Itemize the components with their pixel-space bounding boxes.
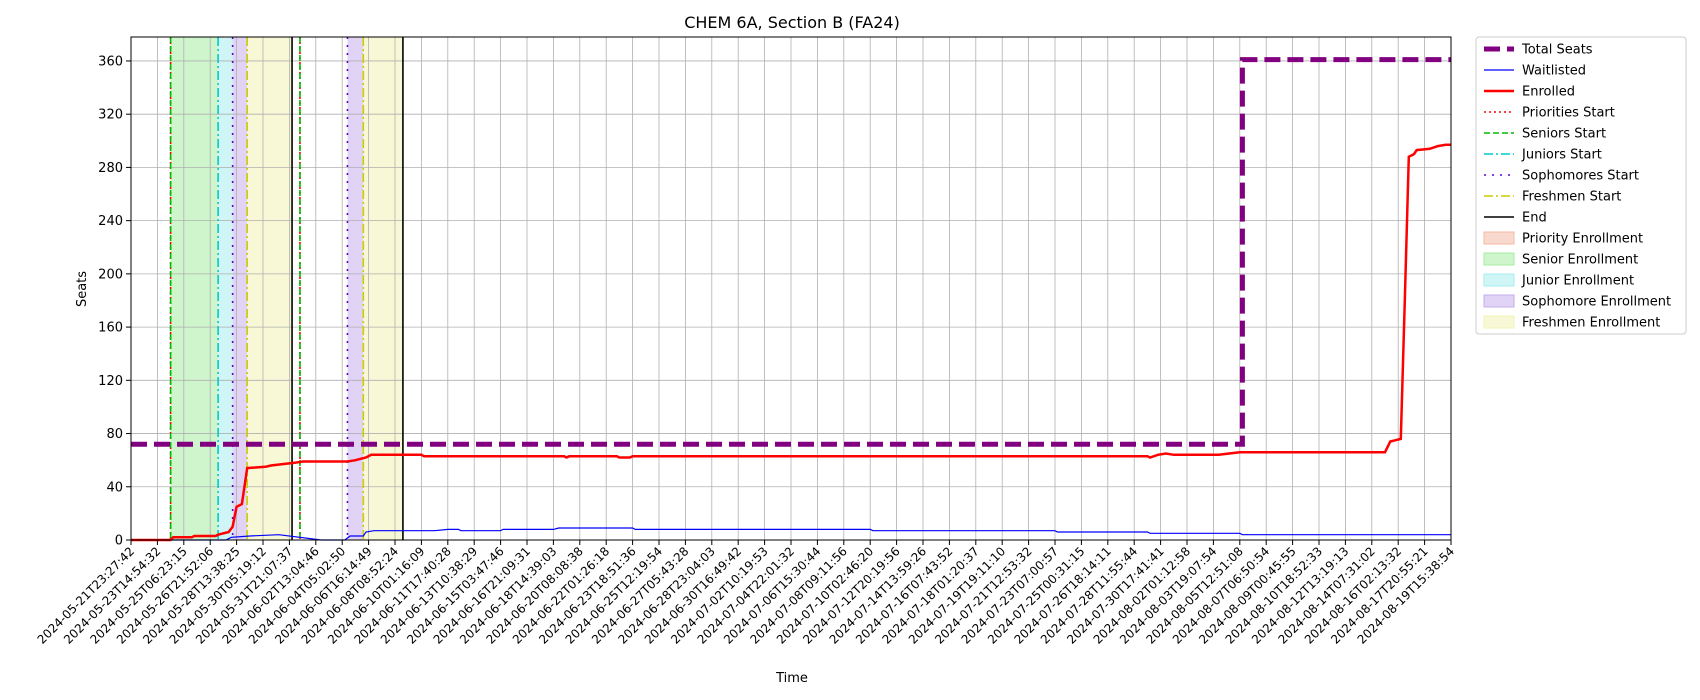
y-axis-label: Seats — [75, 271, 90, 307]
span-freshmen-enrollment — [247, 37, 293, 540]
span-sophomore-enrollment — [347, 37, 364, 540]
chart-title: CHEM 6A, Section B (FA24) — [684, 13, 900, 32]
y-tick-label: 320 — [98, 108, 123, 123]
legend-label-enrolled: Enrolled — [1522, 85, 1575, 100]
y-axis-ticks: 0 40 80 120 160 200 240 280 320 360 — [98, 54, 131, 549]
span-sophomore-enrollment — [232, 37, 248, 540]
legend-swatch-senior-enrollment — [1483, 252, 1515, 266]
legend-swatch-priority-enrollment — [1483, 231, 1515, 245]
legend-label-freshmen-start: Freshmen Start — [1522, 190, 1621, 205]
legend-label-sophomores-start: Sophomores Start — [1522, 169, 1639, 184]
legend-label-freshmen-enrollment: Freshmen Enrollment — [1522, 316, 1660, 331]
x-axis-label: Time — [775, 671, 808, 686]
y-tick-label: 120 — [98, 374, 123, 389]
y-tick-label: 40 — [106, 480, 123, 495]
legend-frame — [1475, 36, 1687, 335]
legend-swatch-junior-enrollment — [1483, 273, 1515, 287]
legend-label-priorities-start: Priorities Start — [1522, 106, 1615, 121]
legend-label-priority-enrollment: Priority Enrollment — [1522, 232, 1643, 247]
legend-label-sophomore-enrollment: Sophomore Enrollment — [1522, 295, 1671, 310]
legend-label-junior-enrollment: Junior Enrollment — [1521, 274, 1634, 289]
y-tick-label: 160 — [98, 321, 123, 336]
legend-label-juniors-start: Juniors Start — [1521, 148, 1602, 163]
y-tick-label: 360 — [98, 54, 123, 69]
span-freshmen-enrollment — [363, 37, 403, 540]
series-total-seats — [131, 57, 1451, 447]
legend-label-waitlisted: Waitlisted — [1522, 64, 1586, 79]
legend-swatch-sophomore-enrollment — [1483, 294, 1515, 308]
legend-label-seniors-start: Seniors Start — [1522, 127, 1606, 142]
y-tick-label: 280 — [98, 161, 123, 176]
phase-start-lines — [169, 37, 404, 540]
legend-items: Total Seats Waitlisted Enrolled Priorities … — [1483, 43, 1671, 331]
series-enrolled — [131, 143, 1451, 542]
legend-label-end: End — [1522, 211, 1547, 226]
span-junior-enrollment — [218, 37, 233, 540]
legend: Total Seats Waitlisted Enrolled Priorities … — [1475, 36, 1687, 335]
y-tick-label: 240 — [98, 214, 123, 229]
x-axis-ticks: 2024-05-21T23:27:422024-05-23T14:54:3220… — [35, 540, 1457, 647]
legend-swatch-freshmen-enrollment — [1483, 315, 1515, 329]
grid-lines — [130, 37, 1452, 541]
y-tick-label: 80 — [106, 427, 123, 442]
span-senior-enrollment — [170, 37, 219, 540]
legend-label-senior-enrollment: Senior Enrollment — [1522, 253, 1638, 268]
y-tick-label: 200 — [98, 267, 123, 282]
legend-label-total-seats: Total Seats — [1521, 43, 1593, 58]
y-tick-label: 0 — [115, 534, 123, 549]
